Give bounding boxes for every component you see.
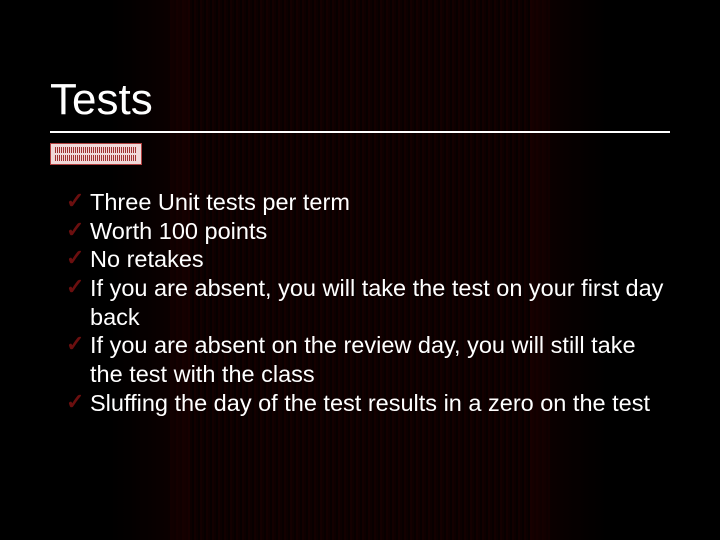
- bullet-item: Worth 100 points: [90, 217, 670, 246]
- bullet-item: If you are absent, you will take the tes…: [90, 274, 670, 331]
- decorative-tag: [50, 143, 142, 165]
- bullet-item: Three Unit tests per term: [90, 188, 670, 217]
- bullet-list: Three Unit tests per term Worth 100 poin…: [50, 188, 670, 417]
- slide-title: Tests: [50, 75, 670, 133]
- bullet-item: If you are absent on the review day, you…: [90, 331, 670, 388]
- slide-content: Tests Three Unit tests per term Worth 10…: [0, 0, 720, 417]
- slide: Tests Three Unit tests per term Worth 10…: [0, 0, 720, 540]
- bullet-item: Sluffing the day of the test results in …: [90, 389, 670, 418]
- bullet-item: No retakes: [90, 245, 670, 274]
